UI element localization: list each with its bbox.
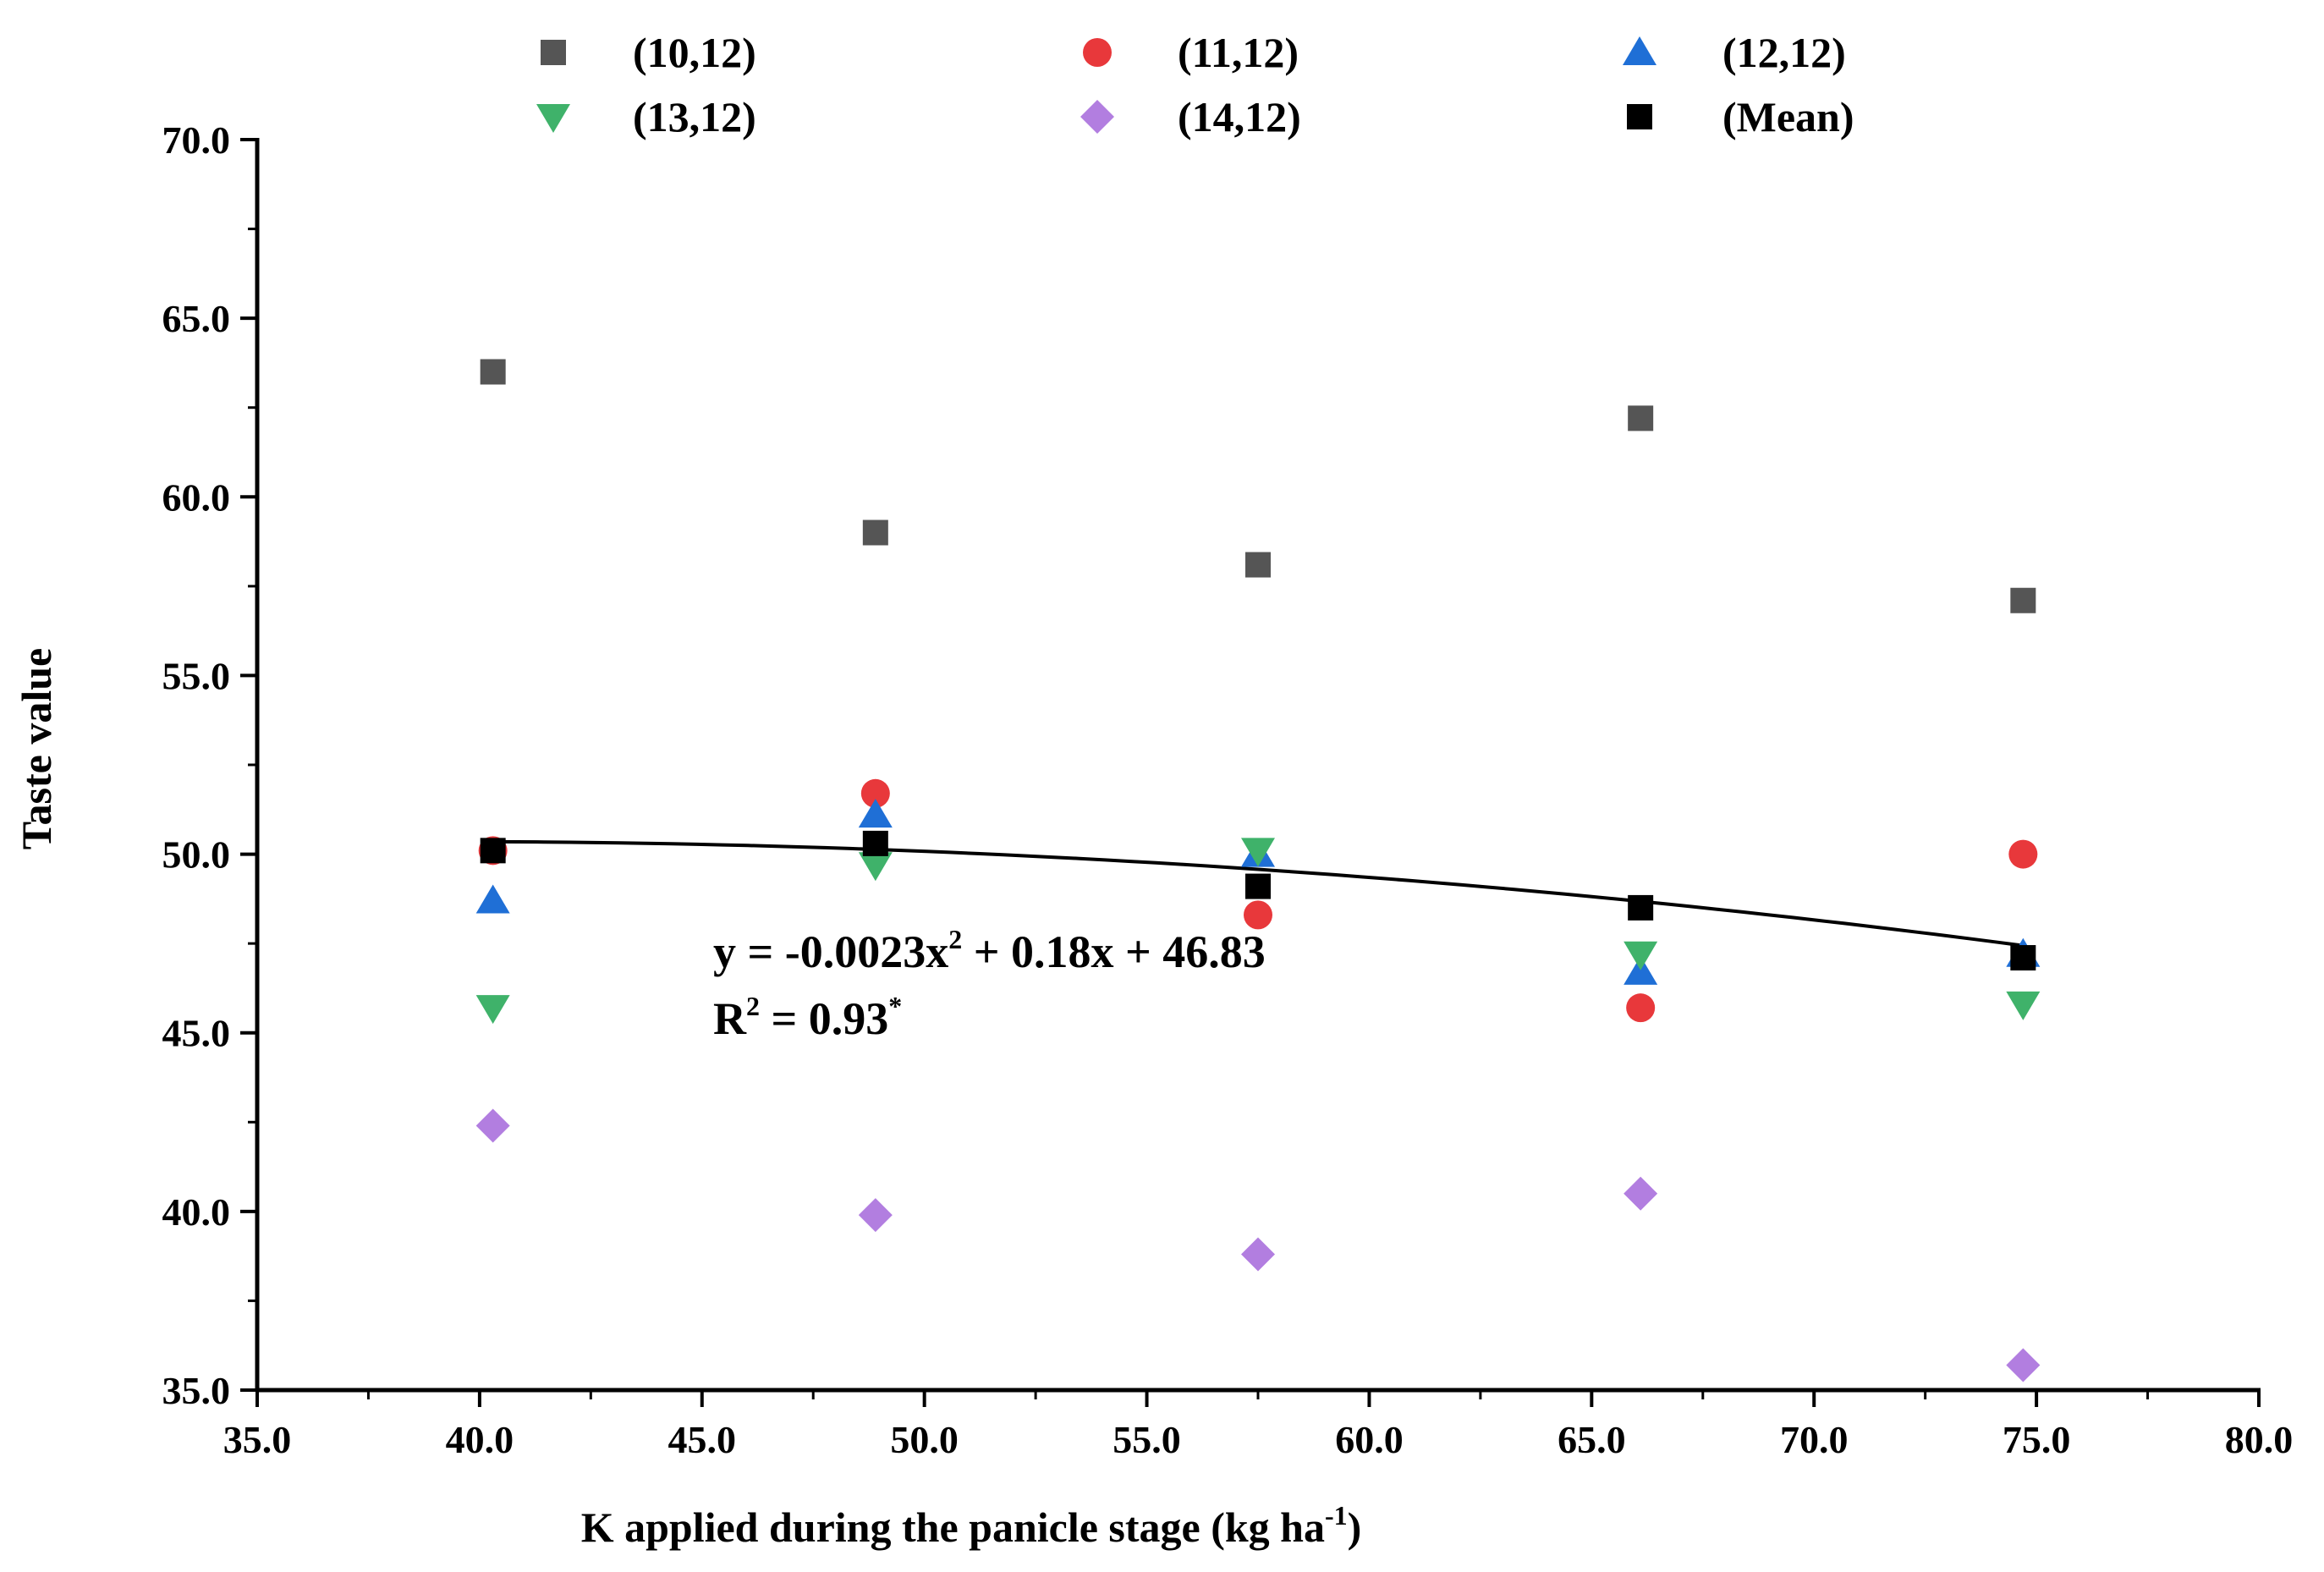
legend-marker — [536, 104, 570, 133]
data-point — [2010, 587, 2036, 613]
data-point — [475, 1108, 510, 1143]
x-tick-label: 70.0 — [1780, 1418, 1849, 1461]
x-axis-title: K applied during the panicle stage (kg h… — [581, 1500, 1362, 1551]
data-point — [1624, 955, 1658, 985]
y-tick-label: 70.0 — [162, 118, 231, 162]
x-tick-label: 35.0 — [223, 1418, 292, 1461]
data-point — [2008, 839, 2038, 869]
x-axis-title-end: ) — [1348, 1503, 1362, 1551]
data-point — [1626, 993, 1656, 1023]
data-point — [1244, 900, 1272, 930]
legend-item: (12,12) — [1623, 29, 1846, 76]
x-axis-title-sup: -1 — [1325, 1500, 1348, 1531]
legend-item: (13,12) — [536, 93, 756, 140]
x-tick-label: 60.0 — [1335, 1418, 1404, 1461]
legend-marker — [541, 40, 566, 65]
y-tick-label: 35.0 — [162, 1369, 231, 1412]
x-tick-label: 65.0 — [1558, 1418, 1626, 1461]
y-tick-label: 60.0 — [162, 475, 231, 519]
y-tick-label: 40.0 — [162, 1190, 231, 1234]
legend-marker — [1627, 104, 1652, 129]
data-point — [2010, 945, 2036, 971]
fit-equation-main: y = -0.0023x — [713, 926, 948, 977]
x-tick-label: 45.0 — [668, 1418, 737, 1461]
data-point — [858, 799, 893, 828]
x-tick-label: 40.0 — [446, 1418, 514, 1461]
y-tick-label: 45.0 — [162, 1012, 231, 1055]
data-point — [858, 852, 893, 882]
data-point — [480, 359, 506, 385]
data-point — [862, 830, 888, 856]
legend-label: (11,12) — [1178, 29, 1299, 76]
fit-r2-sup: 2 — [746, 991, 760, 1021]
x-tick-label: 50.0 — [890, 1418, 959, 1461]
series-mean — [480, 830, 2036, 971]
series-14-12 — [475, 1108, 2041, 1382]
legend-item: (11,12) — [1083, 29, 1299, 76]
legend-label: (14,12) — [1178, 93, 1301, 140]
fit-r2-value: = 0.93 — [760, 993, 888, 1044]
data-point — [862, 519, 888, 546]
series-13-12 — [475, 838, 2041, 1025]
series-11-12 — [478, 778, 2038, 1023]
fit-equation-rest: + 0.18x + 46.83 — [962, 926, 1266, 977]
x-tick-label: 55.0 — [1113, 1418, 1181, 1461]
data-point — [2006, 991, 2041, 1020]
legend-label: (13,12) — [633, 93, 756, 140]
y-tick-label: 65.0 — [162, 297, 231, 340]
data-point — [1241, 1237, 1275, 1272]
legend-item: (10,12) — [541, 29, 756, 76]
data-point — [480, 838, 506, 864]
fit-curve — [492, 839, 2024, 948]
legend-item: (Mean) — [1627, 93, 1854, 140]
axis-ticks — [240, 138, 2261, 1407]
legend-marker — [1623, 36, 1656, 65]
y-tick-labels: 35.0 40.0 45.0 50.0 55.0 60.0 65.0 70.0 — [162, 118, 231, 1412]
y-tick-label: 55.0 — [162, 654, 231, 697]
series-10-12 — [480, 359, 2036, 613]
legend-marker — [1083, 38, 1112, 67]
y-tick-label: 50.0 — [162, 833, 231, 877]
data-point — [1241, 838, 1275, 867]
x-tick-label: 75.0 — [2003, 1418, 2071, 1461]
data-point — [858, 1198, 893, 1233]
fit-r2-star: * — [888, 991, 902, 1021]
data-point — [1628, 894, 1654, 921]
data-point — [1628, 405, 1654, 431]
legend-item: (14,12) — [1080, 93, 1301, 140]
data-points — [475, 359, 2041, 1382]
fit-equation-sup: 2 — [948, 924, 962, 954]
data-point — [2006, 1348, 2041, 1382]
x-axis-title-main: K applied during the panicle stage (kg h… — [581, 1503, 1325, 1551]
fit-r2-main: R — [713, 993, 747, 1044]
y-axis-title: Taste value — [13, 648, 60, 849]
data-point — [860, 778, 890, 808]
fit-r2: R2 = 0.93* — [713, 991, 902, 1044]
data-point — [1624, 941, 1658, 970]
fit-equation: y = -0.0023x2 + 0.18x + 46.83 — [713, 924, 1266, 977]
data-point — [1245, 873, 1271, 899]
legend-label: (10,12) — [633, 29, 756, 76]
data-point — [1245, 552, 1271, 578]
x-tick-label: 80.0 — [2225, 1418, 2294, 1461]
legend-marker — [1080, 100, 1114, 134]
data-point — [475, 995, 510, 1025]
data-point — [1624, 1176, 1658, 1211]
legend-label: (Mean) — [1722, 93, 1854, 140]
x-tick-labels: 35.0 40.0 45.0 50.0 55.0 60.0 65.0 70.0 75.0 80.0 — [223, 1418, 2294, 1461]
legend-label: (12,12) — [1722, 29, 1846, 76]
legend: (10,12) (11,12) (12,12) (13,12) (14,12) (Mean… — [536, 29, 1854, 140]
data-point — [475, 884, 510, 914]
